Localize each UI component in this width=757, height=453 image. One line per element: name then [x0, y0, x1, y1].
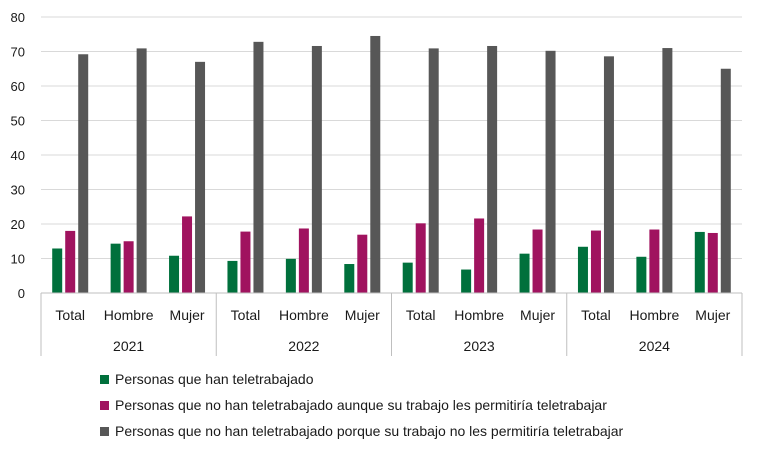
- bar: [195, 61, 206, 293]
- bar: [110, 243, 121, 293]
- category-label: Hombre: [279, 307, 329, 323]
- legend-swatch: [100, 401, 109, 410]
- y-tick-label: 20: [11, 217, 25, 232]
- category-label: Mujer: [345, 307, 380, 323]
- bar: [78, 54, 89, 294]
- category-label: Mujer: [695, 307, 730, 323]
- bar: [65, 230, 76, 293]
- bar: [182, 216, 193, 293]
- category-label: Total: [406, 307, 436, 323]
- category-label: Total: [55, 307, 85, 323]
- bar: [253, 41, 264, 294]
- bar: [169, 255, 180, 293]
- bar: [603, 56, 614, 293]
- y-tick-label: 80: [11, 10, 25, 25]
- y-tick-label: 40: [11, 148, 25, 163]
- bar: [415, 223, 426, 293]
- bar: [649, 229, 660, 293]
- category-label: Total: [231, 307, 261, 323]
- category-label: Total: [581, 307, 611, 323]
- category-label: Hombre: [454, 307, 504, 323]
- bar: [519, 253, 530, 293]
- bar: [123, 241, 134, 293]
- group-label: 2024: [639, 338, 670, 354]
- y-tick-label: 50: [11, 114, 25, 129]
- bars: [52, 35, 731, 294]
- bar: [52, 248, 63, 293]
- legend-label: Personas que no han teletrabajado aunque…: [115, 397, 607, 413]
- bar: [662, 48, 673, 293]
- group-label: 2021: [113, 338, 144, 354]
- category-label: Mujer: [170, 307, 205, 323]
- y-tick-label: 0: [18, 286, 25, 301]
- bar: [428, 48, 439, 293]
- bar: [577, 246, 588, 293]
- bar: [344, 264, 355, 293]
- bar: [285, 258, 296, 293]
- bar: [357, 234, 368, 293]
- group-label: 2022: [288, 338, 319, 354]
- legend-label: Personas que no han teletrabajado porque…: [115, 423, 624, 439]
- bar: [298, 228, 309, 293]
- bar: [227, 260, 238, 293]
- bar: [636, 256, 647, 293]
- legend-swatch: [100, 427, 109, 436]
- bar: [136, 48, 147, 293]
- x-axis: Total Hombre Mujer Total Hombre Mujer Total Hom…: [40, 292, 743, 356]
- bar: [474, 218, 485, 293]
- group-label: 2023: [464, 338, 495, 354]
- bar: [370, 35, 381, 293]
- gridlines: [41, 16, 742, 259]
- y-tick-label: 70: [11, 45, 25, 60]
- y-tick-label: 10: [11, 252, 25, 267]
- bar: [532, 229, 543, 293]
- bar: [590, 230, 601, 293]
- bar: [694, 231, 705, 293]
- bar: [311, 45, 322, 294]
- bar: [487, 45, 498, 294]
- category-label: Hombre: [629, 307, 679, 323]
- bar: [461, 269, 472, 293]
- legend: Personas que han teletrabajado Personas q…: [100, 371, 624, 439]
- bar: [240, 231, 251, 293]
- y-axis: 0 10 20 30 40 50 60 70 80: [11, 10, 25, 301]
- y-tick-label: 30: [11, 183, 25, 198]
- bar: [707, 232, 718, 293]
- category-label: Mujer: [520, 307, 555, 323]
- bar: [545, 50, 556, 294]
- y-tick-label: 60: [11, 79, 25, 94]
- legend-label: Personas que han teletrabajado: [115, 371, 314, 387]
- bar: [402, 262, 413, 293]
- category-label: Hombre: [104, 307, 154, 323]
- legend-swatch: [100, 375, 109, 384]
- bar: [720, 68, 731, 293]
